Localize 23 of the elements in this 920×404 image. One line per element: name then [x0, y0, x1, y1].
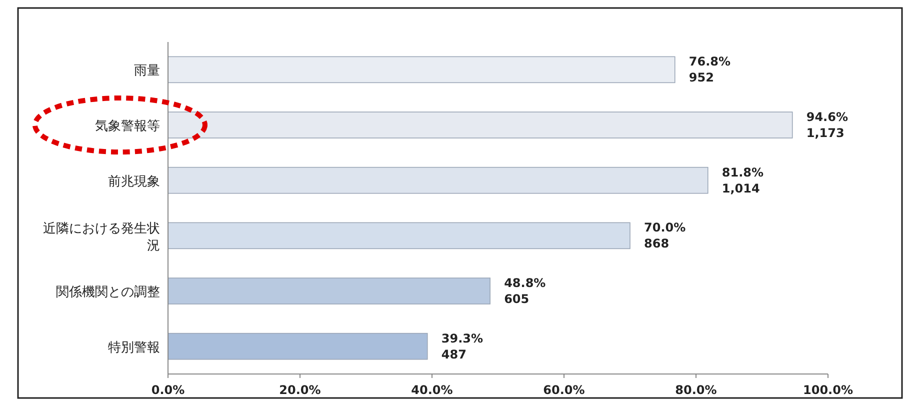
x-tick-label: 80.0% — [675, 383, 717, 397]
y-tick-label: 雨量 — [134, 64, 160, 79]
y-tick-label: 気象警報等 — [95, 119, 160, 134]
data-label: 76.8% 952 — [688, 54, 731, 85]
x-tick-label: 0.0% — [151, 383, 185, 397]
x-tick-label: 60.0% — [543, 383, 585, 397]
bar — [168, 222, 630, 250]
bar — [168, 56, 676, 84]
data-label: 39.3% 487 — [441, 331, 484, 362]
y-tick-label: 近隣における発生状況 — [43, 222, 160, 254]
bar — [168, 332, 428, 360]
data-label: 94.6% 1,173 — [806, 110, 848, 140]
bar — [168, 278, 490, 304]
y-tick-label: 前兆現象 — [108, 174, 160, 190]
data-label: 70.0% 868 — [644, 220, 686, 251]
data-label: 81.8% 1,014 — [722, 165, 764, 196]
x-tick-label: 40.0% — [411, 383, 453, 397]
y-tick-label: 関係機関との調整 — [56, 285, 160, 300]
x-tick-label: 100.0% — [803, 383, 853, 397]
bar — [168, 166, 708, 194]
y-tick-label: 特別警報 — [108, 340, 160, 356]
x-tick-label: 20.0% — [279, 383, 321, 397]
data-label: 48.8% 605 — [504, 276, 546, 306]
